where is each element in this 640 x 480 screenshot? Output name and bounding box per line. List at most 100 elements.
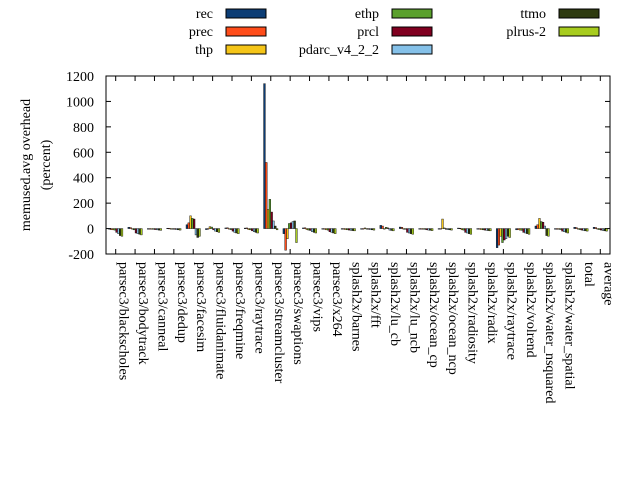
bar-prec-parsec3-x264 bbox=[323, 228, 326, 230]
bar-ethp-total bbox=[578, 228, 582, 230]
bar-thp-parsec3-dedup bbox=[170, 228, 173, 230]
x-tick-label-splash2x-raytrace: splash2x/raytrace bbox=[503, 262, 518, 360]
bar-ethp-parsec3-streamcluster bbox=[268, 199, 271, 229]
bar-prcl-splash2x-barnes bbox=[348, 228, 351, 231]
bar-prcl-parsec3-canneal bbox=[154, 228, 157, 230]
bar-thp-splash2x-water-spatial bbox=[557, 228, 560, 230]
bar-pdarc-v4-2-2-parsec3-fluidanimate bbox=[214, 228, 217, 232]
bar-prcl-splash2x-fft bbox=[367, 228, 370, 230]
bar-pdarc-v4-2-2-splash2x-volrend bbox=[524, 228, 527, 234]
bar-pdarc-v4-2-2-splash2x-raytrace bbox=[504, 228, 508, 239]
bar-prcl-parsec3-fluidanimate bbox=[212, 228, 215, 231]
bar-prec-parsec3-vips bbox=[303, 227, 307, 229]
bar-plrus-2-parsec3-fluidanimate bbox=[217, 228, 221, 233]
bar-thp-parsec3-canneal bbox=[150, 228, 153, 230]
y-tick-label-5: 800 bbox=[73, 121, 94, 136]
bar-ttmo-splash2x-water-spatial bbox=[564, 228, 568, 233]
bar-plrus-2-parsec3-vips bbox=[314, 228, 317, 234]
bar-prec-splash2x-water-spatial bbox=[555, 228, 559, 230]
bar-ethp-splash2x-ocean-ncp bbox=[443, 227, 446, 229]
bar-ethp-parsec3-x264 bbox=[326, 228, 330, 231]
bar-rec-splash2x-volrend bbox=[515, 228, 518, 231]
legend-label-prcl: prcl bbox=[357, 25, 379, 40]
plot-frame bbox=[105, 75, 611, 255]
bar-pdarc-v4-2-2-parsec3-swaptions bbox=[291, 221, 294, 229]
bar-prec-splash2x-radix bbox=[478, 228, 481, 230]
x-tick-label-parsec3-streamcluster: parsec3/streamcluster bbox=[271, 262, 286, 384]
bar-ttmo-splash2x-barnes bbox=[351, 228, 354, 231]
legend-label-plrus-2: plrus-2 bbox=[506, 25, 546, 40]
bar-thp-splash2x-ocean-ncp bbox=[441, 218, 444, 229]
bar-pdarc-v4-2-2-parsec3-raytrace bbox=[252, 228, 256, 232]
bar-pdarc-v4-2-2-parsec3-freqmine bbox=[233, 228, 236, 233]
bar-rec-splash2x-water-nsquared bbox=[534, 225, 537, 229]
x-tick-label-splash2x-lu-cb: splash2x/lu_cb bbox=[387, 262, 402, 346]
bar-plrus-2-parsec3-raytrace bbox=[256, 228, 259, 234]
legend-label-ttmo: ttmo bbox=[520, 7, 546, 22]
bar-plrus-2-splash2x-radiosity bbox=[469, 228, 473, 235]
bar-plrus-2-parsec3-facesim bbox=[198, 228, 201, 237]
bar-pdarc-v4-2-2-parsec3-bodytrack bbox=[136, 228, 139, 234]
bar-ethp-splash2x-radix bbox=[482, 228, 485, 231]
legend-label-rec: rec bbox=[196, 7, 213, 22]
bar-ttmo-splash2x-fft bbox=[371, 228, 374, 231]
bar-prec-parsec3-dedup bbox=[168, 228, 171, 230]
y-axis-label-line-1: memused.avg overhead bbox=[19, 99, 34, 231]
bar-rec-splash2x-barnes bbox=[340, 228, 344, 230]
bar-plrus-2-splash2x-lu-cb bbox=[392, 228, 395, 232]
bar-pdarc-v4-2-2-total bbox=[582, 228, 585, 231]
legend-swatch-prcl bbox=[391, 26, 433, 37]
bar-ttmo-total bbox=[584, 228, 587, 232]
bar-plrus-2-splash2x-ocean-cp bbox=[431, 228, 434, 231]
bar-thp-parsec3-x264 bbox=[325, 228, 328, 231]
bar-rec-parsec3-vips bbox=[302, 227, 305, 229]
bar-ttmo-splash2x-ocean-ncp bbox=[448, 228, 451, 231]
bar-pdarc-v4-2-2-parsec3-blackscholes bbox=[117, 228, 120, 234]
bar-plrus-2-splash2x-water-nsquared bbox=[547, 228, 550, 237]
y-tick-label-3: 400 bbox=[73, 172, 94, 187]
bar-prec-splash2x-barnes bbox=[342, 228, 345, 230]
x-axis-ticks: parsec3/blackscholes parsec3/bodytrack par… bbox=[115, 76, 615, 404]
bar-plrus-2-parsec3-dedup bbox=[179, 228, 182, 231]
x-tick-label-splash2x-ocean-ncp: splash2x/ocean_ncp bbox=[445, 262, 460, 375]
bar-rec-parsec3-swaptions bbox=[282, 228, 285, 234]
bar-prcl-parsec3-dedup bbox=[173, 228, 176, 230]
x-tick-label-parsec3-swaptions: parsec3/swaptions bbox=[290, 262, 305, 365]
bar-ttmo-parsec3-x264 bbox=[332, 228, 335, 234]
bar-prec-parsec3-swaptions bbox=[284, 228, 287, 251]
bar-ethp-parsec3-canneal bbox=[152, 228, 155, 230]
bar-plrus-2-parsec3-x264 bbox=[334, 228, 337, 234]
bar-prec-splash2x-water-nsquared bbox=[536, 224, 539, 229]
bar-ethp-splash2x-volrend bbox=[520, 228, 523, 231]
bar-plrus-2-average bbox=[605, 228, 608, 232]
bar-thp-parsec3-vips bbox=[305, 228, 308, 230]
bar-thp-average bbox=[596, 228, 599, 230]
bars bbox=[108, 83, 608, 251]
x-tick-label-total: total bbox=[581, 262, 596, 287]
bar-plrus-2-parsec3-swaptions bbox=[295, 228, 298, 243]
legend-label-prec: prec bbox=[189, 25, 213, 40]
bar-thp-splash2x-ocean-cp bbox=[422, 228, 425, 230]
legend-swatch-prec bbox=[225, 26, 267, 37]
bar-prec-parsec3-bodytrack bbox=[129, 227, 132, 229]
bar-thp-parsec3-swaptions bbox=[286, 228, 289, 239]
bar-thp-splash2x-radiosity bbox=[460, 228, 464, 231]
bar-thp-parsec3-facesim bbox=[189, 215, 192, 229]
bar-prec-parsec3-canneal bbox=[148, 228, 152, 230]
bar-ethp-parsec3-dedup bbox=[171, 228, 175, 230]
bar-prcl-splash2x-raytrace bbox=[503, 228, 506, 241]
bar-ethp-splash2x-lu-cb bbox=[385, 227, 388, 229]
y-axis-ticks: -200 0 200 400 600 800 1000 1200 bbox=[66, 70, 610, 263]
bar-rec-average bbox=[592, 227, 596, 229]
bar-ttmo-splash2x-water-nsquared bbox=[545, 228, 548, 236]
bar-prec-splash2x-ocean-cp bbox=[420, 228, 423, 230]
bar-thp-parsec3-blackscholes bbox=[111, 228, 115, 231]
bar-ttmo-splash2x-volrend bbox=[526, 228, 529, 234]
bar-ttmo-splash2x-raytrace bbox=[506, 228, 509, 237]
bar-prcl-splash2x-water-nsquared bbox=[541, 222, 545, 229]
legend-label-thp: thp bbox=[195, 43, 213, 58]
x-tick-label-splash2x-barnes: splash2x/barnes bbox=[348, 262, 363, 351]
bar-prcl-splash2x-volrend bbox=[522, 228, 525, 233]
x-tick-label-parsec3-bodytrack: parsec3/bodytrack bbox=[135, 262, 150, 365]
